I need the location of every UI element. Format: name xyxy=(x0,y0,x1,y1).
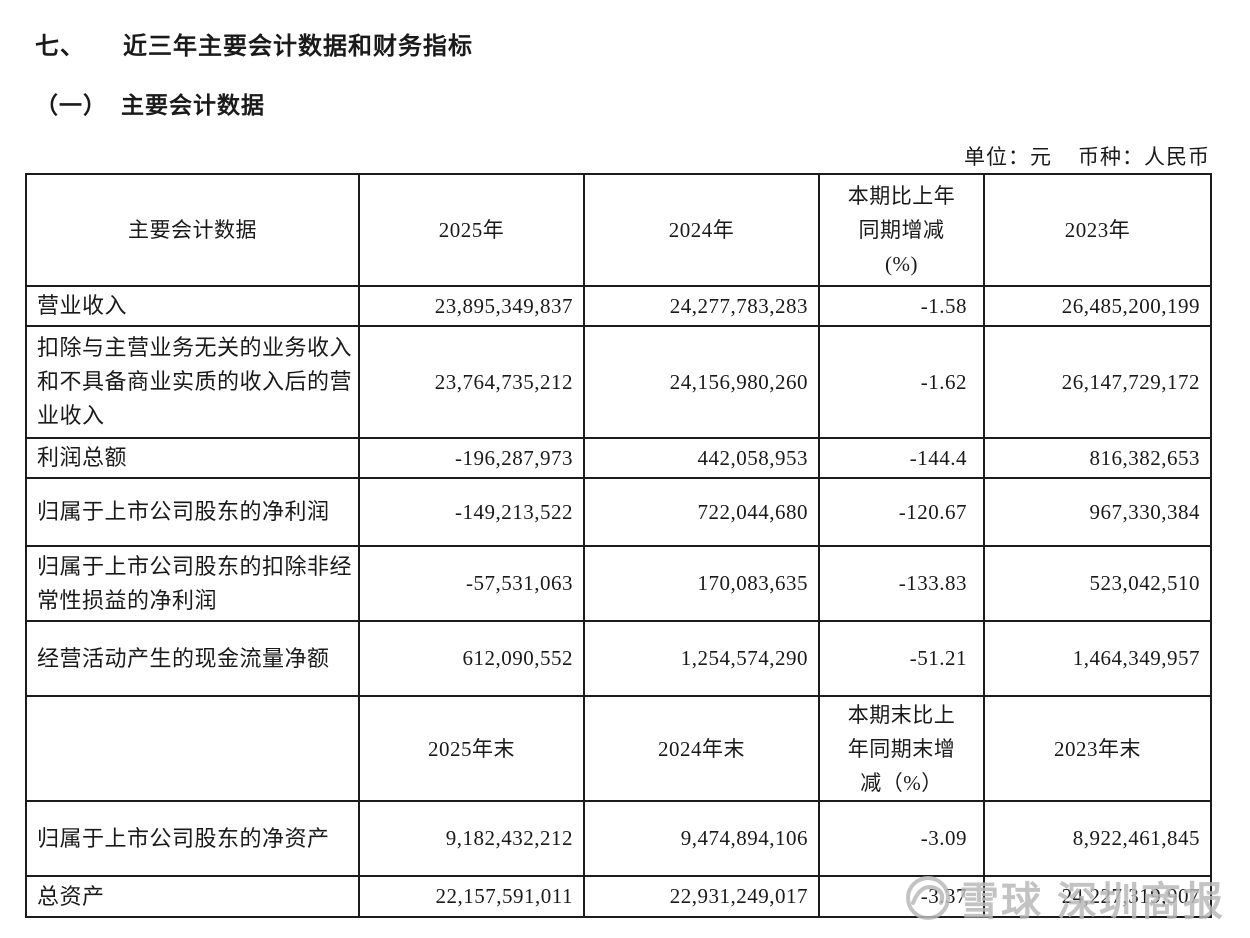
subsection-number: （一） xyxy=(35,92,107,118)
cell-label: 归属于上市公司股东的扣除非经常性损益的净利润 xyxy=(25,545,360,622)
cell-2025: 612,090,552 xyxy=(358,620,585,697)
header-cell-label: 主要会计数据 xyxy=(25,173,360,287)
header-cell-2023: 2023年 xyxy=(983,173,1212,287)
table-row: 归属于上市公司股东的净利润 -149,213,522 722,044,680 -… xyxy=(25,477,1212,547)
cell-2024: 22,931,249,017 xyxy=(583,875,820,918)
cell-label: 总资产 xyxy=(25,875,360,918)
subsection-title: （一） 主要会计数据 xyxy=(35,86,265,120)
key-accounting-data-table: 主要会计数据 2025年 2024年 本期比上年 同期增减 (%) 2023年 … xyxy=(25,173,1212,918)
header-cell-2024: 2024年 xyxy=(583,173,820,287)
cell-label: 归属于上市公司股东的净资产 xyxy=(25,800,360,877)
cell-2024: 170,083,635 xyxy=(583,545,820,622)
unit-label: 单位：元 xyxy=(964,145,1052,169)
cell-label: 营业收入 xyxy=(25,285,360,327)
cell-pct: -3.37 xyxy=(818,875,985,918)
table-header-row-period-end: 2025年末 2024年末 本期末比上 年同期末增 减（%） 2023年末 xyxy=(25,695,1212,802)
cell-2024: 1,254,574,290 xyxy=(583,620,820,697)
table-row: 营业收入 23,895,349,837 24,277,783,283 -1.58… xyxy=(25,285,1212,327)
header-cell-2025: 2025年 xyxy=(358,173,585,287)
cell-2025: 23,764,735,212 xyxy=(358,325,585,439)
cell-label: 经营活动产生的现金流量净额 xyxy=(25,620,360,697)
cell-2023: 26,485,200,199 xyxy=(983,285,1212,327)
cell-2024: 24,277,783,283 xyxy=(583,285,820,327)
header-cell-2023-end: 2023年末 xyxy=(983,695,1212,802)
table-row: 经营活动产生的现金流量净额 612,090,552 1,254,574,290 … xyxy=(25,620,1212,697)
cell-pct: -1.58 xyxy=(818,285,985,327)
table-row: 归属于上市公司股东的扣除非经常性损益的净利润 -57,531,063 170,0… xyxy=(25,545,1212,622)
header-cell-pct-change-end: 本期末比上 年同期末增 减（%） xyxy=(818,695,985,802)
header-cell-2024-end: 2024年末 xyxy=(583,695,820,802)
cell-2023: 816,382,653 xyxy=(983,437,1212,479)
header-cell-pct-change: 本期比上年 同期增减 (%) xyxy=(818,173,985,287)
cell-2023: 967,330,384 xyxy=(983,477,1212,547)
cell-2023: 1,464,349,957 xyxy=(983,620,1212,697)
currency-label: 币种：人民币 xyxy=(1078,145,1210,169)
cell-2023: 24,227,319,907 xyxy=(983,875,1212,918)
cell-2025: -149,213,522 xyxy=(358,477,585,547)
cell-2025: 22,157,591,011 xyxy=(358,875,585,918)
cell-2024: 722,044,680 xyxy=(583,477,820,547)
cell-2025: 9,182,432,212 xyxy=(358,800,585,877)
header-cell-label-empty xyxy=(25,695,360,802)
unit-currency-note: 单位：元 币种：人民币 xyxy=(964,141,1210,171)
table-row: 利润总额 -196,287,973 442,058,953 -144.4 816… xyxy=(25,437,1212,479)
cell-pct: -133.83 xyxy=(818,545,985,622)
cell-pct: -144.4 xyxy=(818,437,985,479)
cell-label: 扣除与主营业务无关的业务收入和不具备商业实质的收入后的营业收入 xyxy=(25,325,360,439)
table-header-row-period: 主要会计数据 2025年 2024年 本期比上年 同期增减 (%) 2023年 xyxy=(25,173,1212,287)
table-row: 归属于上市公司股东的净资产 9,182,432,212 9,474,894,10… xyxy=(25,800,1212,877)
table-row: 扣除与主营业务无关的业务收入和不具备商业实质的收入后的营业收入 23,764,7… xyxy=(25,325,1212,439)
cell-2025: -196,287,973 xyxy=(358,437,585,479)
section-number: 七、 xyxy=(35,33,85,60)
header-cell-2025-end: 2025年末 xyxy=(358,695,585,802)
cell-pct: -1.62 xyxy=(818,325,985,439)
cell-2023: 26,147,729,172 xyxy=(983,325,1212,439)
subsection-title-text: 主要会计数据 xyxy=(121,92,265,118)
cell-pct: -3.09 xyxy=(818,800,985,877)
section-title-text: 近三年主要会计数据和财务指标 xyxy=(123,33,473,60)
cell-2024: 24,156,980,260 xyxy=(583,325,820,439)
cell-label: 归属于上市公司股东的净利润 xyxy=(25,477,360,547)
cell-2025: -57,531,063 xyxy=(358,545,585,622)
cell-2023: 523,042,510 xyxy=(983,545,1212,622)
table-row: 总资产 22,157,591,011 22,931,249,017 -3.37 … xyxy=(25,875,1212,918)
cell-2024: 442,058,953 xyxy=(583,437,820,479)
cell-pct: -120.67 xyxy=(818,477,985,547)
cell-2023: 8,922,461,845 xyxy=(983,800,1212,877)
cell-pct: -51.21 xyxy=(818,620,985,697)
section-title: 七、 近三年主要会计数据和财务指标 xyxy=(35,26,473,61)
cell-2025: 23,895,349,837 xyxy=(358,285,585,327)
cell-2024: 9,474,894,106 xyxy=(583,800,820,877)
cell-label: 利润总额 xyxy=(25,437,360,479)
